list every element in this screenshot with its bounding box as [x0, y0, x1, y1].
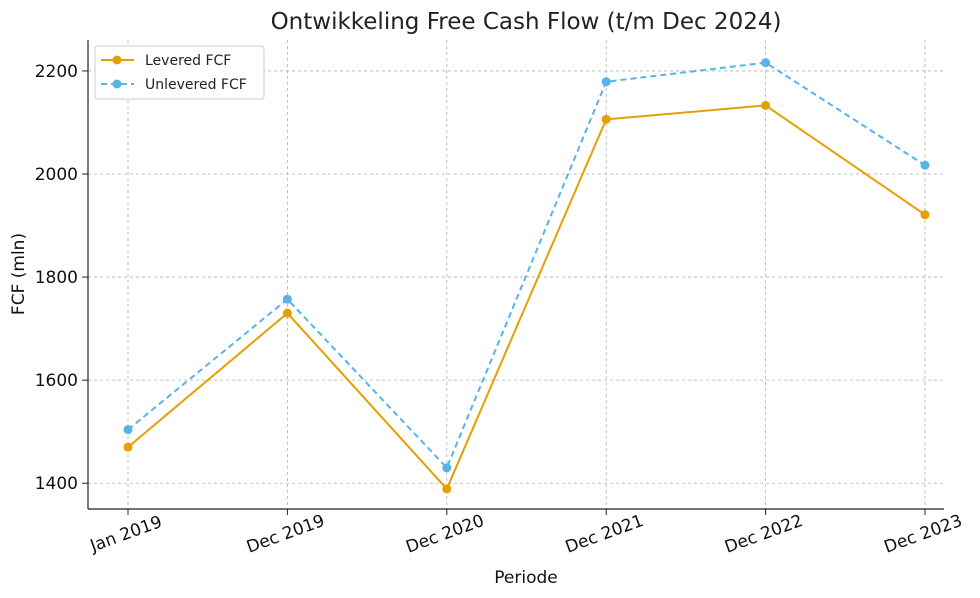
- unlevered-fcf-legend-marker: [112, 79, 122, 89]
- y-axis-label: FCF (mln): [9, 233, 29, 315]
- levered-fcf-point: [761, 100, 771, 110]
- levered-fcf-point: [601, 114, 611, 124]
- unlevered-fcf-point: [123, 425, 133, 435]
- unlevered-fcf-point: [282, 294, 292, 304]
- levered-fcf-legend-label: Levered FCF: [145, 53, 231, 69]
- levered-fcf-point: [123, 442, 133, 452]
- y-tick-label: 1600: [35, 371, 78, 391]
- levered-fcf-point: [282, 308, 292, 318]
- levered-fcf-point: [920, 210, 930, 220]
- chart-title: Ontwikkeling Free Cash Flow (t/m Dec 202…: [271, 9, 782, 35]
- x-axis-ticks: Jan 2019 Dec 2019 Dec 2020 Dec 2021 Dec 2022…: [87, 509, 965, 558]
- unlevered-fcf-legend-label: Unlevered FCF: [145, 77, 247, 93]
- y-tick-label: 2200: [35, 62, 78, 82]
- levered-fcf-legend-marker: [112, 55, 122, 65]
- unlevered-fcf-point: [920, 160, 930, 170]
- unlevered-fcf-point: [761, 58, 771, 68]
- y-tick-label: 2000: [35, 165, 78, 185]
- axes: [87, 40, 944, 510]
- levered-fcf-line: [127, 104, 926, 491]
- x-axis-label: Periode: [494, 568, 557, 588]
- unlevered-fcf-point: [442, 463, 452, 473]
- levered-fcf-point: [442, 484, 452, 494]
- unlevered-fcf-point: [601, 77, 611, 87]
- x-tick-label: Jan 2019: [87, 512, 165, 557]
- legend-box: [94, 45, 265, 100]
- legend: Levered FCF Unlevered FCF: [94, 45, 265, 100]
- x-tick-label: Dec 2022: [722, 511, 805, 558]
- x-tick-label: Dec 2021: [563, 511, 646, 558]
- y-tick-label: 1400: [35, 474, 78, 494]
- y-axis-ticks: 1400 1600 1800 2000 2200: [35, 62, 88, 494]
- y-tick-label: 1800: [35, 268, 78, 288]
- series-group: [123, 58, 930, 494]
- unlevered-fcf-line: [127, 61, 926, 470]
- x-tick-label: Dec 2023: [882, 511, 965, 558]
- x-tick-label: Dec 2020: [403, 511, 486, 558]
- grid-lines: [88, 40, 944, 509]
- x-tick-label: Dec 2019: [244, 511, 327, 558]
